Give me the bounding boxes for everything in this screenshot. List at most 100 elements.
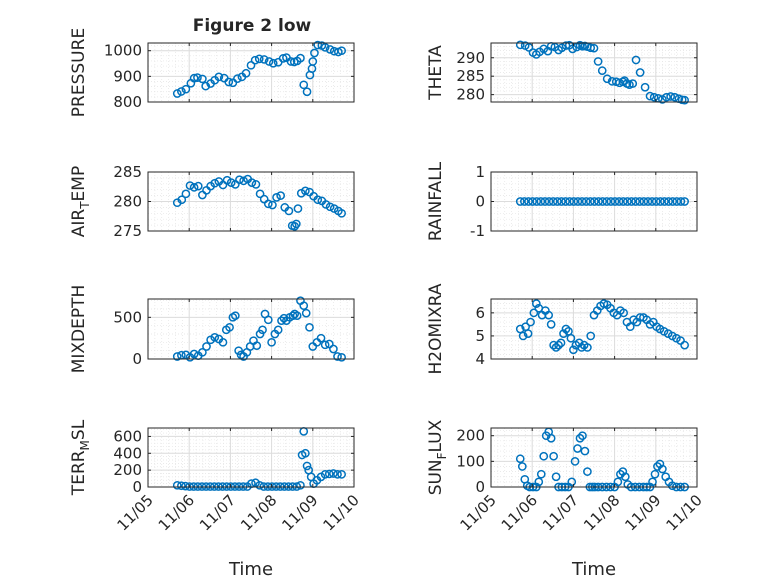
data-point [593,57,603,66]
data-point [536,197,546,206]
y-axis-label: RAINFALL [426,161,446,241]
y-tick-label: 275 [113,222,142,240]
data-point [263,315,273,325]
y-tick-label: 500 [113,308,142,326]
data-point [546,320,556,329]
data-point [292,311,302,321]
data-point [573,197,583,206]
data-point [288,311,298,321]
data-point [337,470,346,479]
data-point [177,195,187,205]
data-point [655,197,665,206]
data-point [544,310,554,320]
data-point [552,197,562,206]
y-tick-label: 0 [132,478,142,496]
data-point [316,333,326,343]
y-axis-label-part: SL [69,419,89,440]
data-point [643,197,653,206]
data-point [577,197,587,206]
data-point [224,77,234,87]
data-point [268,58,278,68]
data-point [337,352,346,362]
data-point [329,469,338,478]
data-point [252,341,262,351]
y-tick-label: 285 [113,163,142,181]
panel-air-temp: 275 280 285 AIRTEMP [69,163,355,240]
data-point [172,352,182,361]
data-point [532,197,542,206]
data-point [631,55,641,65]
data-point [263,199,273,209]
data-point [660,197,669,206]
y-axis-label: PRESSURE [69,28,89,117]
y-axis-label-subscript: F [435,452,449,459]
data-point [559,329,568,338]
data-point [523,329,533,338]
y-tick-label: 900 [113,67,142,85]
data-point [333,352,342,361]
data-point [202,342,211,351]
data-point [325,202,335,212]
data-point [578,431,587,441]
y-tick-label: 1 [475,163,485,181]
panel-mixdepth: 0 500 MIXDEPTH [69,285,355,374]
data-point [557,197,566,206]
data-point [302,87,312,97]
y-axis-label-subscript: M [78,440,92,450]
data-point [548,197,558,206]
data-point [255,189,265,199]
data-point [239,176,248,186]
data-point [246,60,256,70]
data-point [561,197,570,206]
data-point [254,54,264,64]
data-point [189,349,199,359]
data-point [310,48,319,58]
data-point [586,331,596,341]
data-point [320,470,330,479]
axes-box [490,298,698,360]
data-point [668,197,678,206]
data-point [602,197,612,206]
data-point [286,57,296,66]
data-point [198,347,207,357]
y-axis-label: MIXDEPTH [69,285,89,374]
data-point [172,480,182,490]
y-axis-label-part: SUN [426,459,446,495]
y-tick-label: 1000 [104,42,142,60]
data-point [666,92,675,101]
data-point [546,433,556,443]
y-tick-label: 5 [475,327,485,345]
y-tick-label: 400 [113,444,142,462]
data-point [561,41,571,50]
data-point [518,331,528,341]
x-axis-label-right: Time [571,559,616,580]
y-tick-label: 600 [113,427,142,445]
data-point [561,324,571,334]
data-point [640,82,650,92]
data-point [302,461,312,471]
data-point [325,45,335,54]
data-point [233,74,242,84]
y-tick-label: -1 [470,222,485,240]
y-tick-label: 800 [113,93,142,111]
data-point [662,92,671,102]
y-tick-label: 0 [475,193,485,211]
data-point [198,74,207,84]
y-axis-label: SUNFLUX [426,419,449,495]
data-point [181,189,191,199]
data-point [614,197,624,206]
data-point [574,338,584,348]
data-point [658,464,667,474]
y-axis-label-part: LUX [426,419,446,452]
panel-rainfall: -1 0 1 RAINFALL [426,161,698,241]
data-point [241,68,251,78]
data-point [586,43,596,53]
figure-title: Figure 2 low [193,16,312,36]
data-point [680,197,689,206]
panel-pressure: 800 900 1000 PRESSURE [69,28,355,117]
x-axis-label-left: Time [228,559,273,580]
y-tick-label: 4 [475,350,485,368]
panel-h2omixra: 4 5 6 H2OMIXRA [426,283,698,375]
data-point [606,197,616,206]
data-point [185,181,195,190]
